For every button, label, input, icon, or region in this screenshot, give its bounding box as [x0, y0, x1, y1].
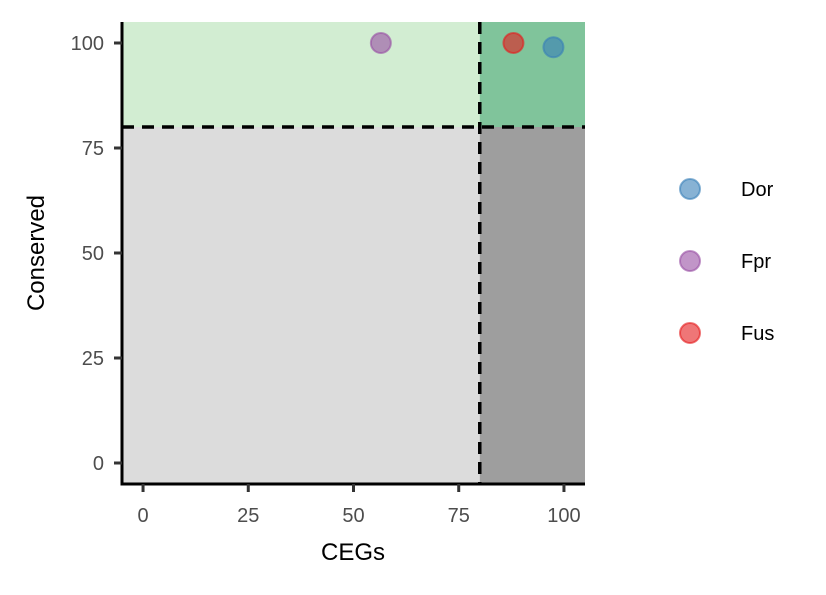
- legend-label-fpr: Fpr: [741, 251, 771, 273]
- y-tick-label: 100: [71, 33, 104, 55]
- legend-key-fus: [679, 322, 701, 344]
- quadrant-region-1: [122, 127, 480, 484]
- legend-key-dor: [679, 178, 701, 200]
- y-axis-ticks: 0 25 50 75 100: [71, 33, 122, 475]
- y-tick-label: 0: [93, 453, 104, 475]
- legend-label-fus: Fus: [741, 323, 774, 345]
- y-tick-label: 50: [82, 243, 104, 265]
- y-tick-label: 75: [82, 138, 104, 160]
- data-points: [369, 32, 565, 59]
- point-fus: [502, 32, 525, 54]
- point-fpr: [369, 32, 392, 54]
- x-tick-label: 0: [137, 505, 148, 527]
- x-axis-title: CEGs: [321, 539, 385, 566]
- x-tick-label: 25: [237, 505, 259, 527]
- x-tick-label: 100: [547, 505, 580, 527]
- quadrant-region-2: [479, 127, 585, 484]
- quadrant-region-4: [479, 22, 585, 127]
- threshold-lines: [122, 22, 585, 484]
- point-dor: [542, 36, 565, 59]
- x-tick-label: 50: [342, 505, 364, 527]
- quadrant-regions: [122, 22, 585, 484]
- y-axis-title: Conserved: [23, 195, 50, 311]
- quadrant-region-3: [122, 22, 480, 127]
- x-tick-label: 75: [448, 505, 470, 527]
- legend-key-fpr: [679, 250, 701, 272]
- y-tick-label: 25: [82, 348, 104, 370]
- legend: Dor Fpr Fus: [679, 178, 774, 345]
- legend-label-dor: Dor: [741, 179, 774, 201]
- x-axis-ticks: 0 25 50 75 100: [137, 484, 581, 527]
